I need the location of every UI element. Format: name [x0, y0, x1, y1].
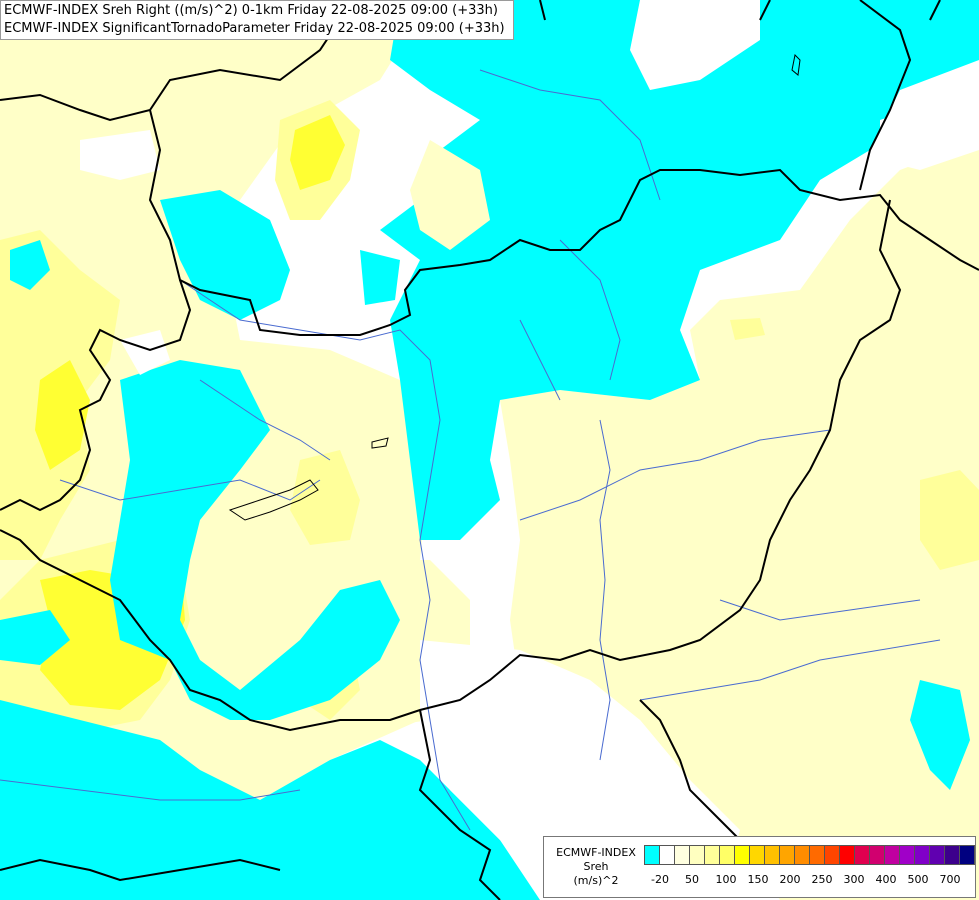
legend-color-swatch: [824, 845, 840, 865]
legend-color-swatch: [704, 845, 720, 865]
legend-tick-label: 400: [875, 873, 897, 886]
shading-yellow: [35, 115, 345, 710]
legend-color-swatch: [959, 845, 975, 865]
legend-ticks: -20 50 100 150 200 250 300 400 500 700: [644, 873, 974, 889]
legend-tick-label: 700: [939, 873, 961, 886]
legend-color-swatch: [869, 845, 885, 865]
legend-color-swatch: [914, 845, 930, 865]
legend-tick-label: -20: [651, 873, 669, 886]
legend-color-swatch: [884, 845, 900, 865]
map-title-box: ECMWF-INDEX Sreh Right ((m/s)^2) 0-1km F…: [0, 0, 514, 40]
legend-swatches: [644, 845, 975, 865]
legend-tick-label: 150: [747, 873, 769, 886]
legend-title-line: Sreh: [583, 860, 609, 873]
legend-color-swatch: [674, 845, 690, 865]
legend-color-swatch: [854, 845, 870, 865]
legend-title-line: (m/s)^2: [573, 874, 619, 887]
shading-white: [80, 100, 979, 900]
legend-color-swatch: [689, 845, 705, 865]
legend-tick-label: 300: [843, 873, 865, 886]
lakes: [228, 53, 801, 521]
legend-color-swatch: [719, 845, 735, 865]
legend-title: ECMWF-INDEX Sreh (m/s)^2: [550, 846, 642, 888]
legend-color-swatch: [839, 845, 855, 865]
legend-color-swatch: [734, 845, 750, 865]
legend-color-swatch: [644, 845, 660, 865]
legend-color-swatch: [749, 845, 765, 865]
legend-tick-label: 100: [715, 873, 737, 886]
legend-color-swatch: [779, 845, 795, 865]
legend-color-swatch: [764, 845, 780, 865]
legend-tick-label: 500: [907, 873, 929, 886]
color-legend: ECMWF-INDEX Sreh (m/s)^2 -20 50 100 150 …: [543, 836, 976, 898]
title-line-sreh: ECMWF-INDEX Sreh Right ((m/s)^2) 0-1km F…: [4, 3, 498, 18]
legend-title-line: ECMWF-INDEX: [556, 846, 636, 859]
legend-color-swatch: [794, 845, 810, 865]
legend-color-swatch: [929, 845, 945, 865]
legend-tick-label: 250: [811, 873, 833, 886]
legend-color-swatch: [944, 845, 960, 865]
legend-tick-label: 200: [779, 873, 801, 886]
rivers: [0, 69, 941, 831]
legend-color-swatch: [899, 845, 915, 865]
legend-color-swatch: [809, 845, 825, 865]
legend-color-swatch: [659, 845, 675, 865]
legend-tick-label: 50: [685, 873, 699, 886]
title-line-stp: ECMWF-INDEX SignificantTornadoParameter …: [4, 21, 505, 36]
